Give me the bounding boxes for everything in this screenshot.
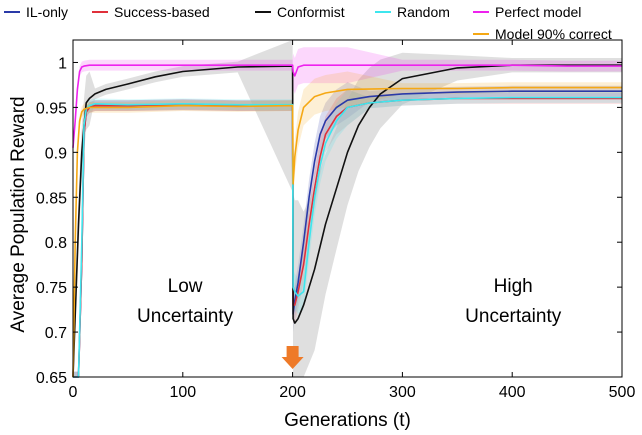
series-line-perfect-model	[72, 64, 622, 148]
x-tick-label: 300	[389, 384, 416, 401]
series-lines	[72, 64, 622, 378]
y-tick-label: 0.85	[36, 190, 67, 207]
x-axis-title: Generations (t)	[284, 410, 411, 431]
axes-box	[72, 39, 623, 378]
x-tick-label: 200	[279, 384, 306, 401]
y-tick-label: 0.75	[36, 280, 67, 297]
tick-labels: 0 100 200 300 400 500 0.65 0.7 0.75 0.8 0.85 0.9 0.9…	[36, 55, 636, 401]
y-tick-label: 0.8	[45, 235, 67, 252]
legend-label-model-90-correct: Model 90% correct	[495, 26, 612, 42]
x-tick-label: 500	[609, 384, 636, 401]
down-arrow-icon	[281, 346, 304, 369]
high-uncertainty-label-line1: High	[494, 276, 533, 297]
y-tick-label: 0.7	[45, 325, 67, 342]
high-uncertainty-label-line2: Uncertainty	[465, 306, 562, 327]
y-tick-label: 0.9	[45, 145, 67, 162]
legend-label-il-only: IL-only	[26, 4, 68, 20]
legend: IL-only Success-based Conformist Random Perf…	[4, 4, 612, 42]
band-model-90-correct	[73, 71, 622, 377]
legend-label-random: Random	[397, 4, 450, 20]
series-line-model-90-correct	[72, 86, 622, 378]
y-tick-label: 0.65	[36, 370, 67, 387]
legend-label-perfect-model: Perfect model	[495, 4, 581, 20]
legend-label-success-based: Success-based	[114, 4, 210, 20]
low-uncertainty-label-line2: Uncertainty	[137, 306, 234, 327]
band-perfect-model	[73, 47, 622, 154]
x-tick-label: 0	[69, 384, 78, 401]
legend-label-conformist: Conformist	[277, 4, 345, 20]
y-tick-label: 0.95	[36, 100, 67, 117]
axis-ticks	[72, 40, 623, 378]
low-uncertainty-label-line1: Low	[168, 276, 203, 297]
x-tick-label: 100	[169, 384, 196, 401]
y-tick-label: 1	[58, 55, 67, 72]
x-tick-label: 400	[499, 384, 526, 401]
y-axis-title: Average Population Reward	[8, 96, 29, 332]
